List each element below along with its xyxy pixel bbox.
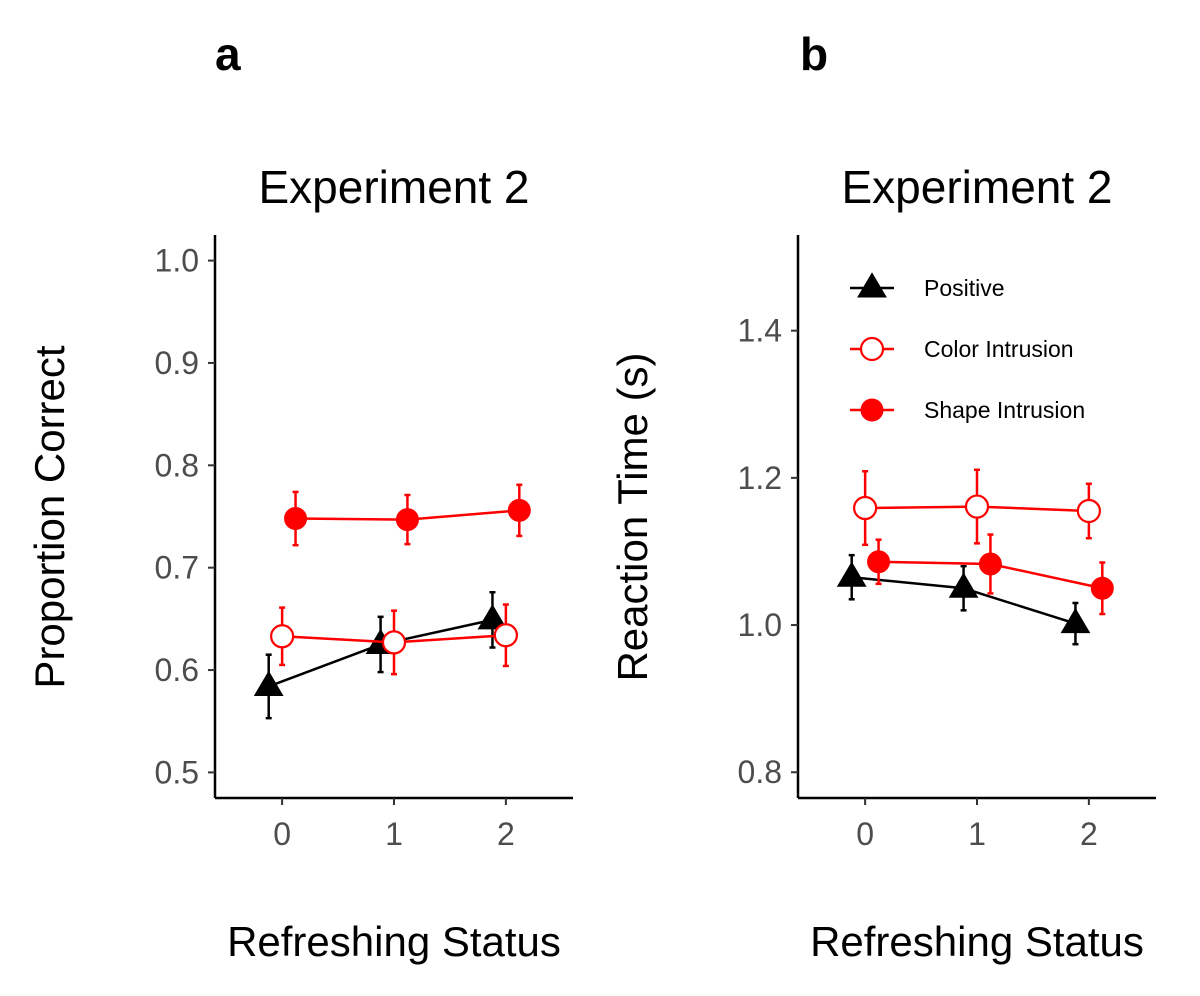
panel-a-y-tick-label: 0.8	[155, 447, 199, 483]
panel-a-y-tick-label: 0.5	[155, 754, 199, 790]
panel-b-positive-point	[1060, 607, 1091, 634]
panel-a-y-tick-label: 1.0	[155, 243, 199, 279]
panel-letter-a: a	[215, 28, 241, 80]
panel-a-x-tick-label: 2	[497, 816, 515, 852]
panel-letter-b: b	[800, 28, 828, 80]
panel-b-y-tick-label: 0.8	[738, 754, 782, 790]
panel-a-series-color-intrusion	[270, 603, 518, 676]
panel-b-y-tick-label: 1.2	[738, 460, 782, 496]
legend-label: Shape Intrusion	[924, 397, 1085, 423]
panel-b-y-tick-label: 1.0	[738, 607, 782, 643]
panel-a-y-tick-label: 0.9	[155, 345, 199, 381]
panel-b-y-axis-title: Reaction Time (s)	[609, 352, 656, 681]
legend-label: Positive	[924, 275, 1005, 301]
panel-b-x-axis-title: Refreshing Status	[810, 918, 1144, 965]
legend-key-positive	[850, 272, 894, 298]
panel-a-color-intrusion-point	[381, 630, 407, 655]
panel-b-legend: Positive Color Intrusion Shape Intrusion	[850, 272, 1085, 423]
legend-key-marker	[860, 398, 884, 422]
panel-a-series-shape-intrusion	[284, 483, 531, 547]
panel-b-color-intrusion-point	[964, 494, 990, 519]
panel-a-series-positive	[253, 590, 508, 720]
panel-b-chart: Experiment 2 Refreshing Status Reaction …	[609, 161, 1156, 965]
panel-a-positive-point	[253, 670, 284, 696]
panel-b-series-shape-intrusion	[867, 533, 1114, 616]
panel-a-y-tick-label: 0.6	[155, 652, 199, 688]
panel-b-series-color-intrusion	[853, 468, 1101, 547]
panel-a-color-intrusion-point	[270, 624, 295, 649]
legend-key-marker	[859, 336, 885, 362]
panel-b-x-tick-label: 0	[856, 816, 874, 852]
panel-b-series-positive	[836, 553, 1091, 646]
panel-b-color-intrusion-point	[1076, 498, 1101, 524]
panel-b-title: Experiment 2	[841, 161, 1112, 213]
panel-a-color-intrusion-point	[493, 623, 518, 648]
legend-label: Color Intrusion	[924, 336, 1074, 362]
panel-a-positive-point	[477, 604, 508, 630]
panel-a-y-axis-title: Proportion Correct	[26, 345, 73, 688]
panel-b-shape-intrusion-point	[1090, 576, 1114, 600]
panel-a-shape-intrusion-point	[284, 507, 308, 531]
panel-b-shape-intrusion-point	[867, 550, 891, 574]
panel-b-x-tick-label: 2	[1080, 816, 1098, 852]
panel-a-shape-intrusion-point	[395, 508, 419, 532]
panel-b-positive-point	[836, 561, 867, 587]
legend-key-marker	[857, 272, 887, 298]
panel-b-positive-point	[948, 572, 979, 598]
panel-b-shape-intrusion-point	[978, 552, 1002, 576]
panel-b-x-tick-label: 1	[968, 816, 986, 852]
panel-b-color-intrusion-point	[853, 495, 878, 521]
panel-a-title: Experiment 2	[258, 161, 529, 213]
panel-a-chart: Experiment 2 Refreshing Status Proportio…	[26, 161, 573, 965]
legend-key-shape-intrusion	[850, 398, 894, 422]
panel-a-shape-intrusion-point	[507, 498, 531, 522]
panel-a-y-tick-label: 0.7	[155, 550, 199, 586]
panel-a-x-axis-title: Refreshing Status	[227, 918, 561, 965]
panel-a-x-tick-label: 1	[385, 816, 403, 852]
panel-b-y-tick-label: 1.4	[738, 313, 782, 349]
panel-a-x-tick-label: 0	[273, 816, 291, 852]
legend-key-color-intrusion	[850, 336, 894, 362]
